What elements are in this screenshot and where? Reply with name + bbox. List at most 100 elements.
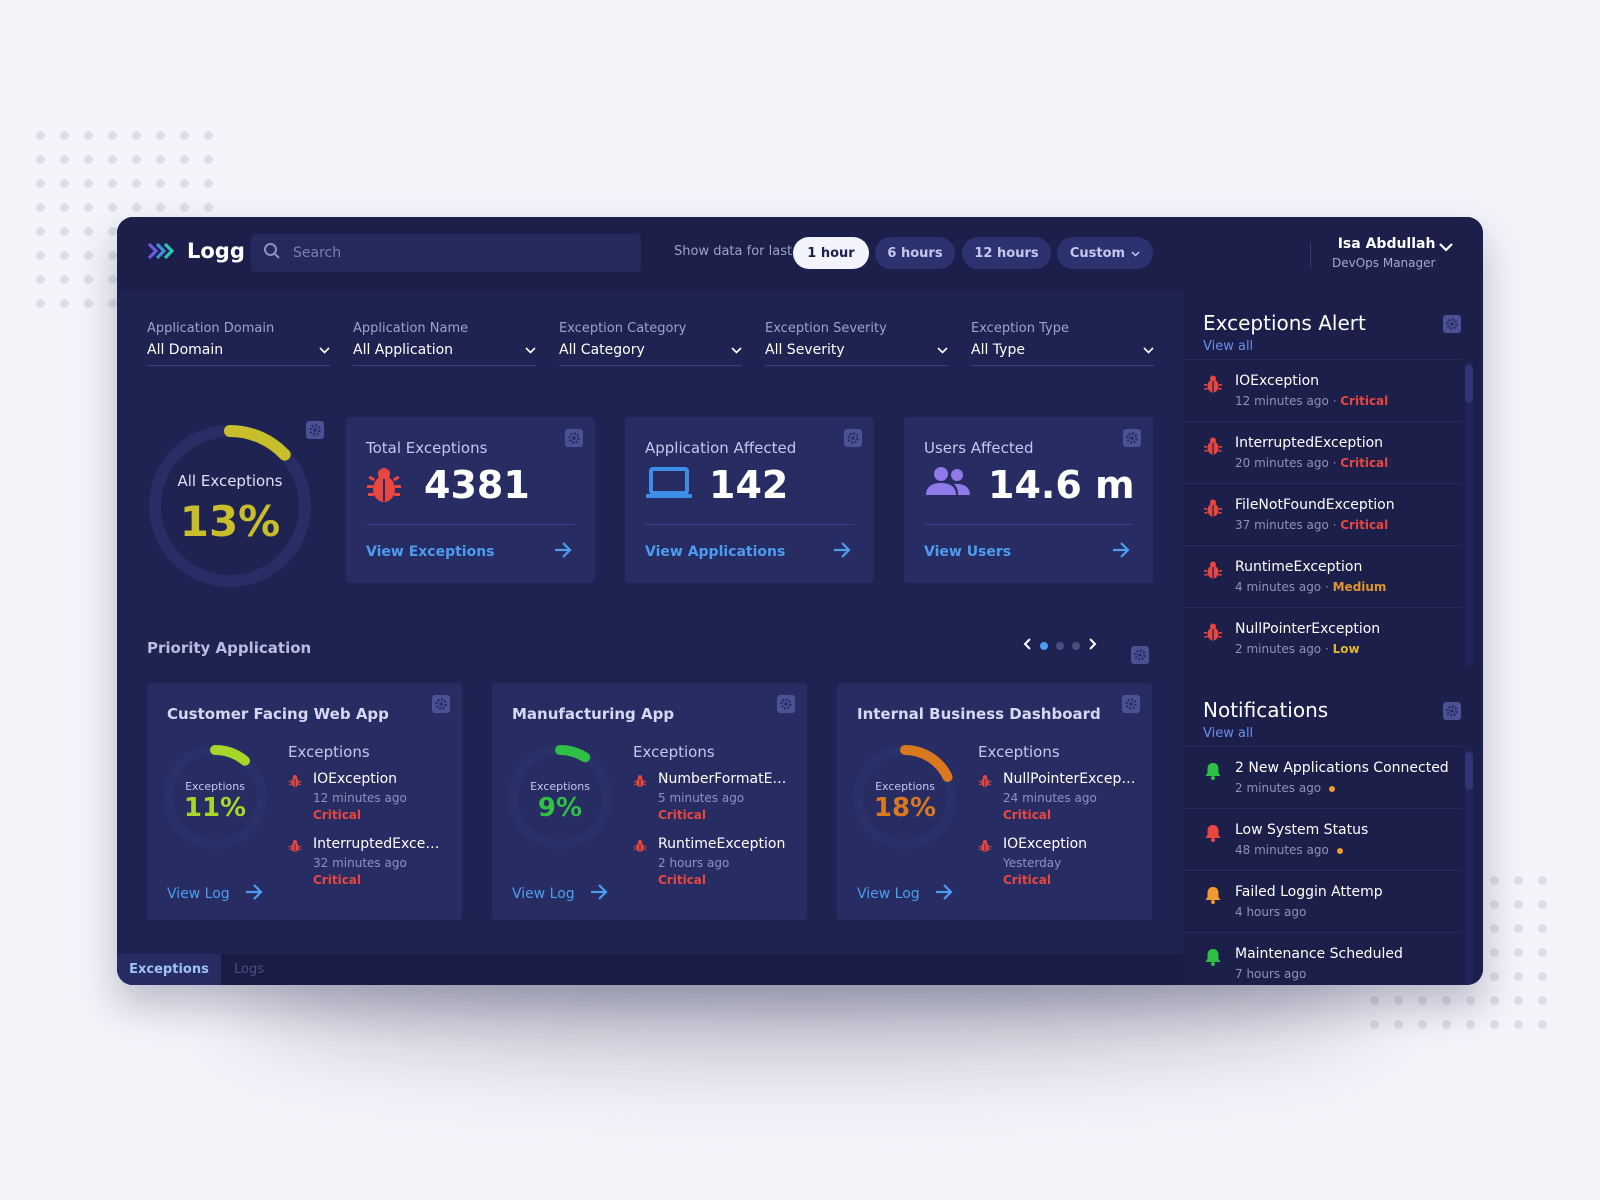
range-custom-button[interactable]: Custom — [1057, 237, 1153, 269]
chevron-left-icon[interactable] — [1022, 636, 1032, 655]
exception-time: 24 minutes ago — [1003, 791, 1097, 805]
decorative-dot — [108, 179, 117, 188]
filter-select[interactable]: All Category — [559, 342, 742, 366]
filter-exception-severity[interactable]: Exception Severity All Severity — [765, 321, 948, 366]
logo[interactable]: Logg — [147, 239, 245, 263]
arrow-right-icon[interactable] — [832, 541, 852, 563]
notifications-scrollbar[interactable] — [1465, 748, 1473, 985]
alert-item[interactable]: IOException 12 minutes ago · Critical — [1183, 359, 1463, 421]
alert-item[interactable]: RuntimeException 4 minutes ago · Medium — [1183, 545, 1463, 607]
chevron-down-icon[interactable] — [1438, 237, 1454, 256]
filter-application-name[interactable]: Application Name All Application — [353, 321, 536, 366]
alerts-scrollbar[interactable] — [1465, 361, 1473, 666]
decorative-dot — [84, 251, 93, 260]
gear-icon[interactable] — [1123, 429, 1141, 447]
gear-icon[interactable] — [777, 695, 795, 713]
alerts-view-all-link[interactable]: View all — [1203, 339, 1254, 354]
view-exceptions-link[interactable]: View Exceptions — [366, 544, 495, 560]
applications-affected-card: Application Affected 142 View Applicatio… — [625, 417, 874, 583]
chevron-right-icon[interactable] — [1088, 636, 1098, 655]
search-box[interactable] — [251, 234, 641, 272]
alert-item[interactable]: FileNotFoundException 37 minutes ago · C… — [1183, 483, 1463, 545]
time-range-label: Show data for last — [674, 244, 793, 259]
priority-app-card: Internal Business Dashboard Exceptions 1… — [837, 683, 1152, 920]
alert-item[interactable]: NullPointerException 2 minutes ago · Low — [1183, 607, 1463, 669]
filter-select[interactable]: All Severity — [765, 342, 948, 366]
decorative-dot — [36, 179, 45, 188]
scrollbar-thumb[interactable] — [1465, 365, 1473, 403]
chevron-down-icon — [1131, 246, 1140, 261]
decorative-dot — [1514, 876, 1523, 885]
filter-select[interactable]: All Domain — [147, 342, 330, 366]
filter-value: All Application — [353, 342, 454, 358]
exception-severity: Critical — [658, 873, 707, 887]
pager-dot[interactable] — [1072, 641, 1080, 650]
alert-severity: Critical — [1340, 394, 1389, 408]
alert-time: 37 minutes ago — [1235, 518, 1329, 532]
tab-logs[interactable]: Logs — [234, 962, 264, 977]
bug-icon — [978, 773, 992, 792]
view-log-link[interactable]: View Log — [167, 883, 264, 905]
exceptions-alert-title: Exceptions Alert — [1203, 311, 1366, 335]
filter-exception-type[interactable]: Exception Type All Type — [971, 321, 1154, 366]
notification-item[interactable]: 2 New Applications Connected 2 minutes a… — [1183, 746, 1463, 808]
exception-time: 32 minutes ago — [313, 856, 407, 870]
notification-item[interactable]: Failed Loggin Attemp 4 hours ago — [1183, 870, 1463, 932]
scrollbar-thumb[interactable] — [1465, 752, 1473, 790]
bell-icon — [1203, 761, 1223, 785]
exception-time: 12 minutes ago — [313, 791, 407, 805]
decorative-dot — [84, 179, 93, 188]
bug-icon — [1203, 374, 1223, 398]
view-log-link[interactable]: View Log — [857, 883, 954, 905]
range-6-hours-button[interactable]: 6 hours — [875, 237, 955, 269]
decorative-dot — [1490, 900, 1499, 909]
card-value: 142 — [709, 463, 789, 507]
pager-dot[interactable] — [1056, 641, 1064, 650]
gear-icon[interactable] — [565, 429, 583, 447]
filter-exception-category[interactable]: Exception Category All Category — [559, 321, 742, 366]
range-1-hour-button[interactable]: 1 hour — [793, 237, 869, 269]
filter-application-domain[interactable]: Application Domain All Domain — [147, 321, 330, 366]
decorative-dot — [108, 251, 117, 260]
decorative-dot — [1394, 996, 1403, 1005]
arrow-right-icon[interactable] — [553, 541, 573, 563]
decorative-dot — [1538, 1020, 1547, 1029]
notification-item[interactable]: Low System Status 48 minutes ago — [1183, 808, 1463, 870]
gear-icon[interactable] — [306, 421, 324, 439]
search-input[interactable] — [293, 245, 613, 261]
right-sidebar: Exceptions Alert View all IOException 12… — [1183, 291, 1483, 985]
notifications-view-all-link[interactable]: View all — [1203, 726, 1254, 741]
decorative-dot — [204, 131, 213, 140]
tab-exceptions[interactable]: Exceptions — [117, 954, 221, 985]
gear-icon[interactable] — [844, 429, 862, 447]
notification-item[interactable]: Maintenance Scheduled 7 hours ago — [1183, 932, 1463, 985]
chevron-down-icon — [1143, 342, 1154, 358]
gear-icon[interactable] — [1131, 646, 1149, 664]
bell-icon — [1203, 947, 1223, 971]
view-log-label: View Log — [512, 886, 575, 902]
users-affected-card: Users Affected 14.6 m View Users — [904, 417, 1153, 583]
alert-time: 4 minutes ago — [1235, 580, 1322, 594]
user-menu[interactable]: Isa Abdullah DevOps Manager — [1332, 236, 1435, 270]
gear-icon[interactable] — [432, 695, 450, 713]
decorative-dot — [84, 227, 93, 236]
arrow-right-icon[interactable] — [1111, 541, 1131, 563]
card-value: 4381 — [424, 463, 530, 507]
view-users-link[interactable]: View Users — [924, 544, 1012, 560]
bug-icon — [633, 773, 647, 792]
notifications-list: 2 New Applications Connected 2 minutes a… — [1183, 746, 1463, 985]
filter-select[interactable]: All Application — [353, 342, 536, 366]
decorative-dot — [36, 155, 45, 164]
unread-dot — [1329, 785, 1336, 792]
pager-dot[interactable] — [1040, 641, 1048, 650]
view-applications-link[interactable]: View Applications — [645, 544, 786, 560]
alert-item[interactable]: InterruptedException 20 minutes ago · Cr… — [1183, 421, 1463, 483]
gear-icon[interactable] — [1122, 695, 1140, 713]
notifications-title: Notifications — [1203, 698, 1329, 722]
view-log-link[interactable]: View Log — [512, 883, 609, 905]
gear-icon[interactable] — [1443, 315, 1461, 333]
gear-icon[interactable] — [1443, 702, 1461, 720]
decorative-dot — [1394, 1020, 1403, 1029]
filter-select[interactable]: All Type — [971, 342, 1154, 366]
range-12-hours-button[interactable]: 12 hours — [962, 237, 1051, 269]
